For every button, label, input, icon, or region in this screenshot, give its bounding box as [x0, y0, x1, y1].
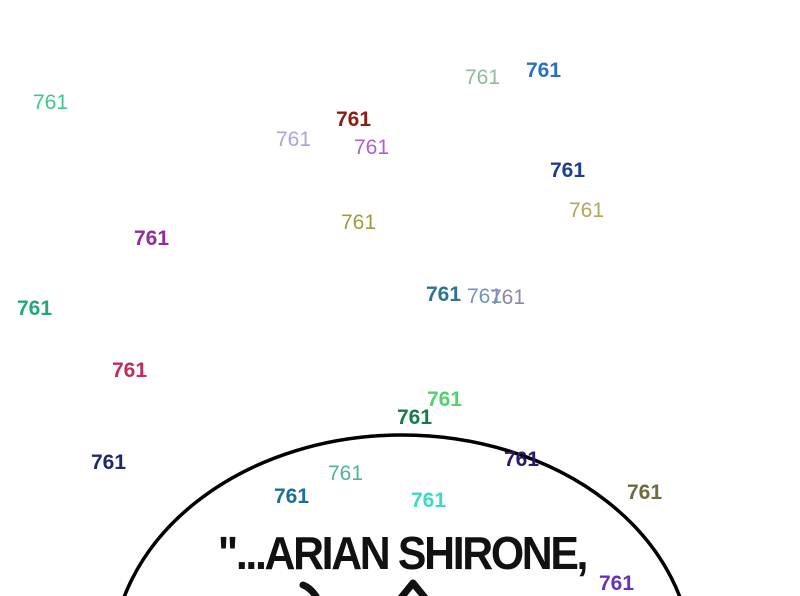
speech-bubble-outline: [122, 433, 682, 596]
watermark-761: 761: [411, 489, 447, 512]
speech-text: "...ARIAN SHIRONE,: [217, 527, 589, 579]
watermark-761: 761: [550, 159, 586, 182]
watermark-761: 761: [426, 283, 462, 306]
watermark-761: 761: [427, 388, 463, 411]
watermark-761: 761: [569, 199, 605, 222]
watermark-761: 761: [504, 448, 540, 471]
watermark-761: 761: [336, 108, 372, 131]
watermark-761: 761: [17, 297, 53, 320]
watermark-761: 761: [341, 211, 377, 234]
watermark-761: 761: [467, 285, 503, 308]
watermark-761: 761: [276, 128, 312, 151]
watermark-761: 761: [134, 227, 170, 250]
watermark-761: 761: [354, 136, 390, 159]
watermark-761: 761: [599, 572, 635, 595]
watermark-761: 761: [465, 66, 501, 89]
watermark-761: 761: [274, 485, 310, 508]
watermark-761: 761: [490, 286, 526, 309]
watermark-761: 761: [627, 481, 663, 504]
watermark-761: 761: [112, 359, 148, 382]
watermark-761: 761: [33, 91, 69, 114]
partial-letter-mark-caret: [397, 579, 429, 596]
watermark-761: 761: [91, 451, 127, 474]
partial-letter-mark-left: [299, 581, 320, 596]
watermark-761: 761: [526, 59, 562, 82]
watermark-761: 761: [328, 462, 364, 485]
watermark-761: 761: [397, 406, 433, 429]
